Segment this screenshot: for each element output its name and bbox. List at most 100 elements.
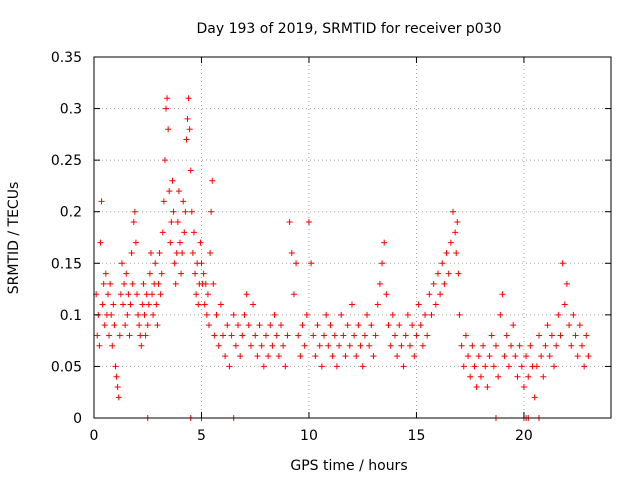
data-point xyxy=(469,342,476,349)
data-point xyxy=(166,188,173,195)
x-tick-label: 20 xyxy=(515,428,533,444)
data-point xyxy=(415,301,422,308)
data-point xyxy=(465,353,472,360)
data-point xyxy=(336,342,343,349)
data-point xyxy=(441,280,448,287)
data-point xyxy=(467,373,474,380)
data-point xyxy=(163,105,170,112)
data-point xyxy=(113,373,120,380)
data-point xyxy=(553,342,560,349)
data-point xyxy=(195,301,202,308)
data-point xyxy=(217,301,224,308)
data-point xyxy=(510,322,517,329)
data-point xyxy=(278,322,285,329)
data-point xyxy=(576,322,583,329)
data-point xyxy=(516,342,523,349)
data-point xyxy=(100,280,107,287)
data-point xyxy=(505,363,512,370)
x-axis-label: GPS time / hours xyxy=(290,458,407,474)
data-point xyxy=(192,270,199,277)
data-point xyxy=(222,353,229,360)
data-point xyxy=(154,322,161,329)
data-point xyxy=(185,95,192,102)
data-point xyxy=(167,239,174,246)
data-point xyxy=(331,332,338,339)
data-point xyxy=(117,291,124,298)
data-point xyxy=(158,270,165,277)
data-point xyxy=(127,301,134,308)
data-point xyxy=(454,219,461,226)
data-point xyxy=(215,342,222,349)
data-point xyxy=(333,363,340,370)
data-point xyxy=(503,332,510,339)
data-point xyxy=(477,373,484,380)
data-point xyxy=(475,353,482,360)
data-point xyxy=(316,342,323,349)
data-point xyxy=(245,322,252,329)
data-point xyxy=(473,384,480,391)
data-point xyxy=(94,332,101,339)
data-point xyxy=(439,260,446,267)
data-point xyxy=(137,332,144,339)
data-point xyxy=(359,363,366,370)
data-point xyxy=(108,311,115,318)
data-point xyxy=(156,249,163,256)
data-point xyxy=(193,291,200,298)
data-point xyxy=(155,280,162,287)
data-point xyxy=(109,342,116,349)
data-point xyxy=(490,363,497,370)
data-point xyxy=(102,270,109,277)
data-points xyxy=(93,95,592,421)
data-point xyxy=(525,373,532,380)
data-point xyxy=(130,219,137,226)
data-point xyxy=(182,208,189,215)
data-point xyxy=(308,260,315,267)
data-point xyxy=(140,280,147,287)
data-point xyxy=(321,332,328,339)
data-point xyxy=(232,342,239,349)
x-tick-label: 10 xyxy=(300,428,318,444)
data-point xyxy=(548,332,555,339)
data-point xyxy=(208,208,215,215)
data-point xyxy=(114,384,121,391)
data-point xyxy=(372,332,379,339)
data-point xyxy=(112,363,119,370)
data-point xyxy=(551,363,558,370)
data-point xyxy=(312,353,319,360)
data-point xyxy=(318,363,325,370)
data-point xyxy=(175,188,182,195)
y-tick-label: 0.1 xyxy=(60,308,82,324)
data-point xyxy=(344,322,351,329)
data-point xyxy=(325,342,332,349)
data-point xyxy=(273,332,280,339)
data-point xyxy=(260,363,267,370)
data-point xyxy=(447,239,454,246)
data-point xyxy=(190,229,197,236)
data-point xyxy=(413,332,420,339)
data-point xyxy=(305,219,312,226)
data-point xyxy=(299,322,306,329)
data-point xyxy=(402,332,409,339)
data-point xyxy=(342,353,349,360)
data-point xyxy=(209,177,216,184)
y-axis-label: SRMTID / TECUs xyxy=(6,182,22,295)
data-point xyxy=(121,280,128,287)
y-tick-label: 0.15 xyxy=(51,256,82,272)
data-point xyxy=(213,311,220,318)
data-point xyxy=(327,322,334,329)
grid-lines xyxy=(94,57,611,418)
data-point xyxy=(168,219,175,226)
data-point xyxy=(297,353,304,360)
data-point xyxy=(145,301,152,308)
data-point xyxy=(533,363,540,370)
data-point xyxy=(201,301,208,308)
data-point xyxy=(124,311,131,318)
data-point xyxy=(262,332,269,339)
data-point xyxy=(455,270,462,277)
data-point xyxy=(364,311,371,318)
data-point xyxy=(147,249,154,256)
data-point xyxy=(323,311,330,318)
data-point xyxy=(186,126,193,133)
y-tick-label: 0.2 xyxy=(60,205,82,221)
data-point xyxy=(303,311,310,318)
